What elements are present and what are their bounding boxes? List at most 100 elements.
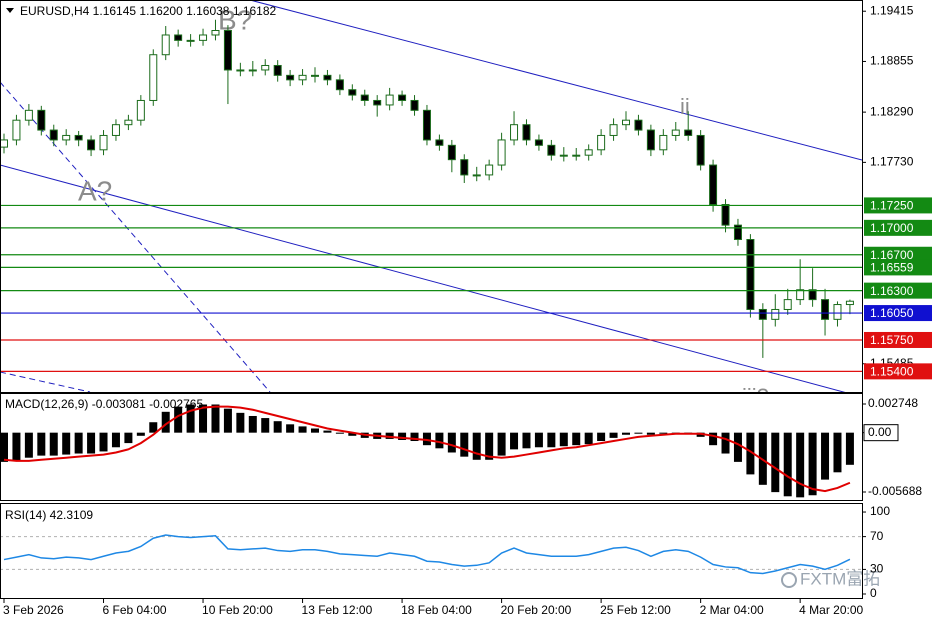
macd-bar [0, 432, 8, 462]
macd-bar [845, 432, 854, 465]
macd-bar [149, 422, 158, 433]
macd-bar [510, 432, 519, 450]
macd-bar [410, 432, 419, 442]
candle-body [273, 64, 282, 76]
level-label-box [864, 246, 932, 263]
candle-body [0, 139, 8, 148]
macd-bar [622, 432, 630, 435]
x-tick-label: 25 Feb 12:00 [600, 603, 671, 617]
level-label: 1.17250 [870, 199, 914, 213]
x-tick-label: 3 Feb 2026 [3, 603, 64, 617]
candle-body [534, 139, 543, 146]
candle-body [398, 94, 407, 101]
candle-body [261, 64, 270, 71]
candle-body [62, 134, 71, 141]
candle-body [49, 129, 58, 141]
chart-title: EURUSD,H4 1.16145 1.16200 1.16038 1.1618… [20, 4, 277, 18]
trend-line [0, 164, 846, 392]
level-label-box [864, 282, 932, 299]
y-tick-label: 0.002748 [868, 396, 918, 410]
level-label-box [864, 197, 932, 214]
candle-body [186, 39, 195, 42]
macd-bar [311, 428, 319, 433]
macd-panel [0, 404, 854, 498]
candle-body [559, 154, 568, 157]
rsi-line [3, 534, 851, 575]
candle-body [236, 69, 245, 72]
candle-body [758, 308, 767, 320]
x-tick-label: 10 Feb 20:00 [202, 603, 273, 617]
menu-icon[interactable] [6, 8, 14, 13]
candle-body [223, 29, 232, 71]
candle-body [335, 79, 344, 91]
rsi-label: RSI(14) 42.3109 [5, 508, 93, 522]
candle-body [622, 119, 630, 126]
x-tick-label: 13 Feb 12:00 [302, 603, 373, 617]
candle-body [547, 144, 556, 156]
candle-body [248, 69, 257, 72]
candle-body [472, 174, 481, 177]
macd-bar [161, 411, 170, 433]
candle-body [124, 119, 133, 126]
candle-body [671, 129, 680, 136]
candle-body [99, 134, 108, 151]
watermark-logo [781, 572, 797, 588]
candle-body [572, 154, 581, 157]
macd-bar [398, 432, 407, 440]
candle-body [74, 134, 83, 141]
panel-border [0, 0, 863, 393]
macd-bar [833, 432, 842, 473]
x-tick-label: 2 Mar 04:00 [700, 603, 764, 617]
x-tick-label: 18 Feb 04:00 [401, 603, 472, 617]
candle-body [696, 134, 705, 166]
panel-border [0, 393, 863, 501]
candle-body [485, 164, 494, 176]
macd-bar [746, 432, 755, 475]
candle-body [37, 109, 46, 131]
candle-body [373, 99, 382, 106]
macd-bar [211, 404, 220, 433]
candle-body [199, 34, 208, 41]
macd-bar [273, 421, 282, 433]
level-label: 1.16559 [870, 261, 914, 275]
candle-body [111, 124, 120, 136]
macd-bar [12, 432, 21, 461]
candle-body [161, 34, 170, 56]
macd-bar [111, 432, 120, 448]
macd-bar [709, 432, 718, 446]
candle-body [709, 164, 718, 206]
candle-body [808, 289, 817, 301]
y-tick-label: 1.19415 [870, 3, 914, 17]
wave-label: A? [78, 175, 112, 206]
candle-body [422, 109, 431, 141]
candle-body [87, 139, 96, 151]
candle-body [821, 299, 830, 320]
candle-body [311, 74, 319, 77]
candle-body [298, 74, 307, 81]
level-label-box [864, 305, 932, 322]
macd-bar [199, 404, 208, 433]
macd-bar [522, 432, 531, 449]
candle-body [410, 99, 419, 111]
candle-body [659, 134, 668, 151]
macd-bar [547, 432, 556, 448]
candle-body [771, 308, 780, 320]
macd-bar [646, 432, 655, 435]
trend-line [249, 0, 862, 161]
candle-body [609, 124, 618, 136]
trend-line-dashed [0, 371, 91, 392]
panel-border [0, 503, 863, 599]
y-tick-label: 0.00 [868, 425, 892, 439]
level-label-box [864, 219, 932, 236]
macd-bar [634, 432, 643, 434]
candle-body [746, 239, 755, 310]
candle-body [522, 124, 531, 141]
y-tick-label: -0.005688 [868, 484, 922, 498]
macd-bar [721, 432, 730, 454]
candle-body [12, 119, 21, 141]
x-tick-label: 20 Feb 20:00 [501, 603, 572, 617]
level-label-box [864, 259, 932, 276]
level-label: 1.15400 [870, 365, 914, 379]
candle-body [348, 89, 357, 96]
